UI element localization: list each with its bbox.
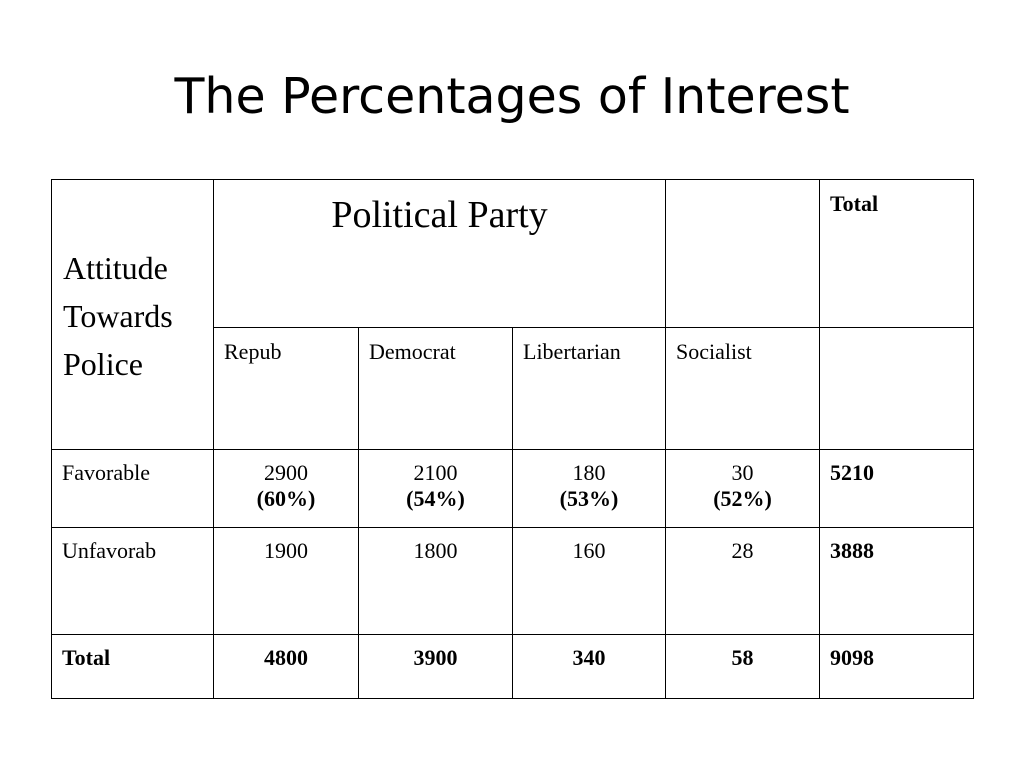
total-column-header: Total: [819, 179, 975, 328]
cell-total-socialist: 58: [665, 634, 821, 699]
column-header-democrat: Democrat: [358, 327, 513, 450]
slide-title: The Percentages of Interest: [174, 68, 850, 125]
cell-total-democrat: 3900: [358, 634, 513, 699]
row-header-line: Attitude: [63, 249, 168, 286]
cell-grand-total: 9098: [819, 634, 975, 699]
row-header-line: Police: [63, 345, 143, 382]
cell-percent: (53%): [559, 486, 619, 511]
column-header-socialist: Socialist: [665, 327, 821, 450]
cell-count: 2100: [413, 460, 458, 485]
cell-count: 30: [731, 460, 754, 485]
cell-unfavorable-total: 3888: [819, 527, 975, 635]
empty-header-cell: [819, 327, 975, 450]
cell-favorable-total: 5210: [819, 449, 975, 528]
cell-unfavorable-democrat: 1800: [358, 527, 513, 635]
row-label-favorable: Favorable: [51, 449, 214, 528]
table-row-unfavorable: Unfavorab 1900 1800 160 28 3888: [51, 527, 975, 635]
row-header-cell: Attitude Towards Police: [51, 179, 214, 450]
table-row-favorable: Favorable 2900 (60%) 2100 (54%) 180 (53%…: [51, 449, 975, 528]
cell-count: 180: [572, 460, 606, 485]
header-row-1: Attitude Towards Police Political Party …: [51, 179, 975, 450]
cell-percent: (60%): [256, 486, 316, 511]
cell-unfavorable-repub: 1900: [213, 527, 359, 635]
cell-favorable-repub: 2900 (60%): [213, 449, 359, 528]
column-header-libertarian: Libertarian: [511, 327, 667, 450]
column-header-repub: Repub: [213, 327, 359, 450]
cell-favorable-libertarian: 180 (53%): [511, 449, 667, 528]
cell-favorable-socialist: 30 (52%): [665, 449, 821, 528]
cell-percent: (54%): [406, 486, 465, 511]
empty-header-cell: [665, 179, 821, 328]
cell-percent: (52%): [713, 486, 772, 511]
cell-total-libertarian: 340: [511, 634, 667, 699]
table-row-total: Total 4800 3900 340 58 9098: [51, 634, 975, 699]
cell-unfavorable-socialist: 28: [665, 527, 821, 635]
row-header-line: Towards: [63, 297, 173, 334]
cell-unfavorable-libertarian: 160: [511, 527, 667, 635]
cell-total-repub: 4800: [213, 634, 359, 699]
cell-favorable-democrat: 2100 (54%): [358, 449, 513, 528]
political-party-header: Political Party: [212, 179, 667, 328]
contingency-table: Attitude Towards Police Political Party …: [51, 179, 975, 699]
cell-count: 2900: [264, 460, 308, 485]
row-label-unfavorable: Unfavorab: [51, 527, 214, 635]
row-label-total: Total: [51, 634, 214, 699]
